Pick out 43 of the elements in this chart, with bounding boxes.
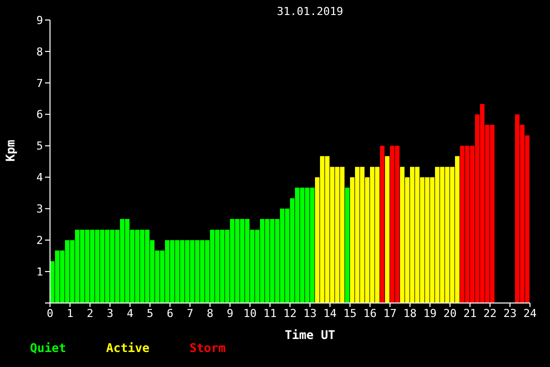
x-tick-label: 18 — [403, 306, 417, 320]
x-tick-label: 20 — [443, 306, 457, 320]
x-tick-label: 2 — [86, 306, 94, 320]
y-tick-label: 1 — [36, 265, 43, 278]
x-tick-label: 1 — [66, 306, 74, 320]
text: Active — [106, 341, 150, 355]
x-tick-label: 21 — [463, 306, 477, 320]
x-tick-label: 13 — [303, 306, 317, 320]
y-tick-label: 5 — [36, 140, 43, 153]
text: Quiet — [30, 341, 66, 355]
y-tick-label: 7 — [36, 76, 43, 90]
x-tick-label: 6 — [166, 306, 174, 320]
x-tick-label: 9 — [226, 306, 234, 320]
x-tick-label: 24 — [523, 306, 537, 320]
y-tick-label: 9 — [36, 14, 43, 27]
x-tick-label: 14 — [323, 306, 337, 320]
x-tick-label: 10 — [243, 306, 257, 320]
x-tick-label: 3 — [106, 306, 114, 320]
x-tick-label: 22 — [483, 306, 497, 320]
x-tick-label: 4 — [126, 306, 134, 320]
y-tick-label: 2 — [36, 234, 43, 248]
bar — [345, 188, 350, 303]
x-tick-label: 15 — [343, 306, 357, 320]
y-axis-title: Kpm — [3, 140, 18, 162]
x-tick-label: 16 — [363, 306, 377, 320]
x-axis-title: Time UT — [284, 328, 336, 342]
x-tick-label: 17 — [383, 306, 397, 320]
x-tick-label: 7 — [186, 306, 194, 320]
bar — [385, 156, 390, 303]
x-tick-label: 8 — [206, 306, 214, 320]
x-tick-label: 23 — [503, 306, 517, 320]
y-tick-label: 4 — [36, 171, 44, 184]
y-tick-label: 8 — [36, 45, 43, 58]
x-tick-label: 12 — [283, 306, 297, 320]
y-tick-label: 6 — [36, 108, 43, 122]
chart-title: 31.01.2019 — [276, 5, 344, 18]
x-tick-label: 19 — [423, 306, 437, 320]
x-tick-label: 5 — [146, 306, 154, 320]
text: Storm — [189, 341, 226, 355]
bar — [380, 146, 384, 303]
y-tick-label: 3 — [36, 202, 43, 216]
x-tick-label: 11 — [263, 306, 277, 320]
x-tick-label: 0 — [46, 306, 54, 320]
